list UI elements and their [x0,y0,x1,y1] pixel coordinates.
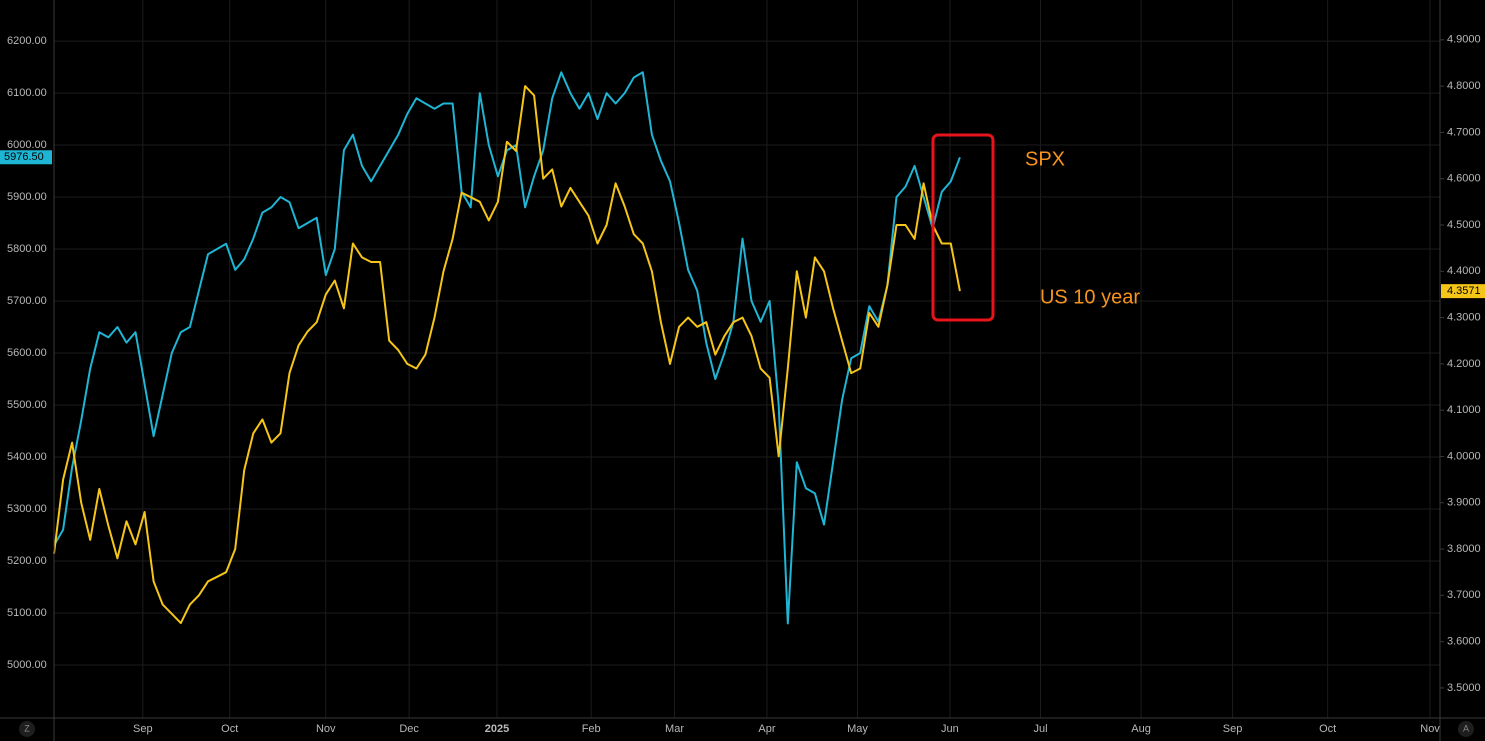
y2-tick-label: 4.3000 [1447,311,1481,323]
y2-tick-label: 4.7000 [1447,126,1481,138]
y2-tick-label: 4.1000 [1447,404,1481,416]
y2-tick-label: 4.4000 [1447,265,1481,277]
x-tick-label: May [847,723,868,735]
axis-button-label[interactable]: Z [24,723,30,733]
y2-tick-label: 4.2000 [1447,358,1481,370]
y-tick-label: 5900.00 [7,191,47,203]
axis-button-label[interactable]: A [1463,723,1469,733]
annotation: US 10 year [1040,286,1140,308]
y-tick-label: 6100.00 [7,87,47,99]
last-value-label: 4.3571 [1447,285,1481,297]
y2-tick-label: 3.7000 [1447,589,1481,601]
y-tick-label: 5700.00 [7,295,47,307]
labels: 5000.00 5100.00 5200.00 5300.00 5400.00 5500.… [0,34,1485,737]
x-tick-label: Apr [758,723,775,735]
x-tick-label: Oct [1319,723,1336,735]
last-value-tag [0,150,52,165]
y2-tick-label: 4.5000 [1447,219,1481,231]
x-tick-label: Dec [399,723,419,735]
x-tick-label: Feb [582,723,601,735]
series-line [53,71,961,625]
y2-tick-label: 3.9000 [1447,497,1481,509]
y-tick-label: 5300.00 [7,503,47,515]
y2-tick-label: 4.0000 [1447,450,1481,462]
y2-tick-label: 3.8000 [1447,543,1481,555]
x-tick-label: Mar [665,723,684,735]
highlight-box [931,133,995,322]
last-value-label: 5976.50 [4,151,44,163]
y-tick-label: 5100.00 [7,607,47,619]
y2-tick-label: 3.5000 [1447,682,1481,694]
x-tick-label: 2025 [485,723,509,735]
annotation: SPX [1025,148,1065,170]
x-tick-label: Oct [221,723,238,735]
x-tick-label: Jul [1033,723,1047,735]
y-tick-label: 6000.00 [7,139,47,151]
y-tick-label: 6200.00 [7,35,47,47]
x-tick-label: Sep [1223,723,1243,735]
y-tick-label: 5200.00 [7,555,47,567]
y-tick-label: 5600.00 [7,347,47,359]
y2-tick-label: 3.6000 [1447,636,1481,648]
y-tick-label: 5800.00 [7,243,47,255]
x-tick-label: Aug [1131,723,1151,735]
x-tick-label: Jun [941,723,959,735]
y2-tick-label: 4.8000 [1447,80,1481,92]
y-tick-label: 5400.00 [7,451,47,463]
axis-button[interactable] [19,721,35,737]
plot [53,71,961,625]
last-value-tag [1441,284,1485,299]
axis-button[interactable] [1458,721,1474,737]
y-tick-label: 5500.00 [7,399,47,411]
x-tick-label: Nov [316,723,336,735]
x-tick-label: Sep [133,723,153,735]
x-tick-label: Nov [1420,723,1440,735]
y2-tick-label: 4.6000 [1447,173,1481,185]
y2-tick-label: 4.9000 [1447,34,1481,46]
y-tick-label: 5000.00 [7,659,47,671]
series-line [53,85,961,625]
